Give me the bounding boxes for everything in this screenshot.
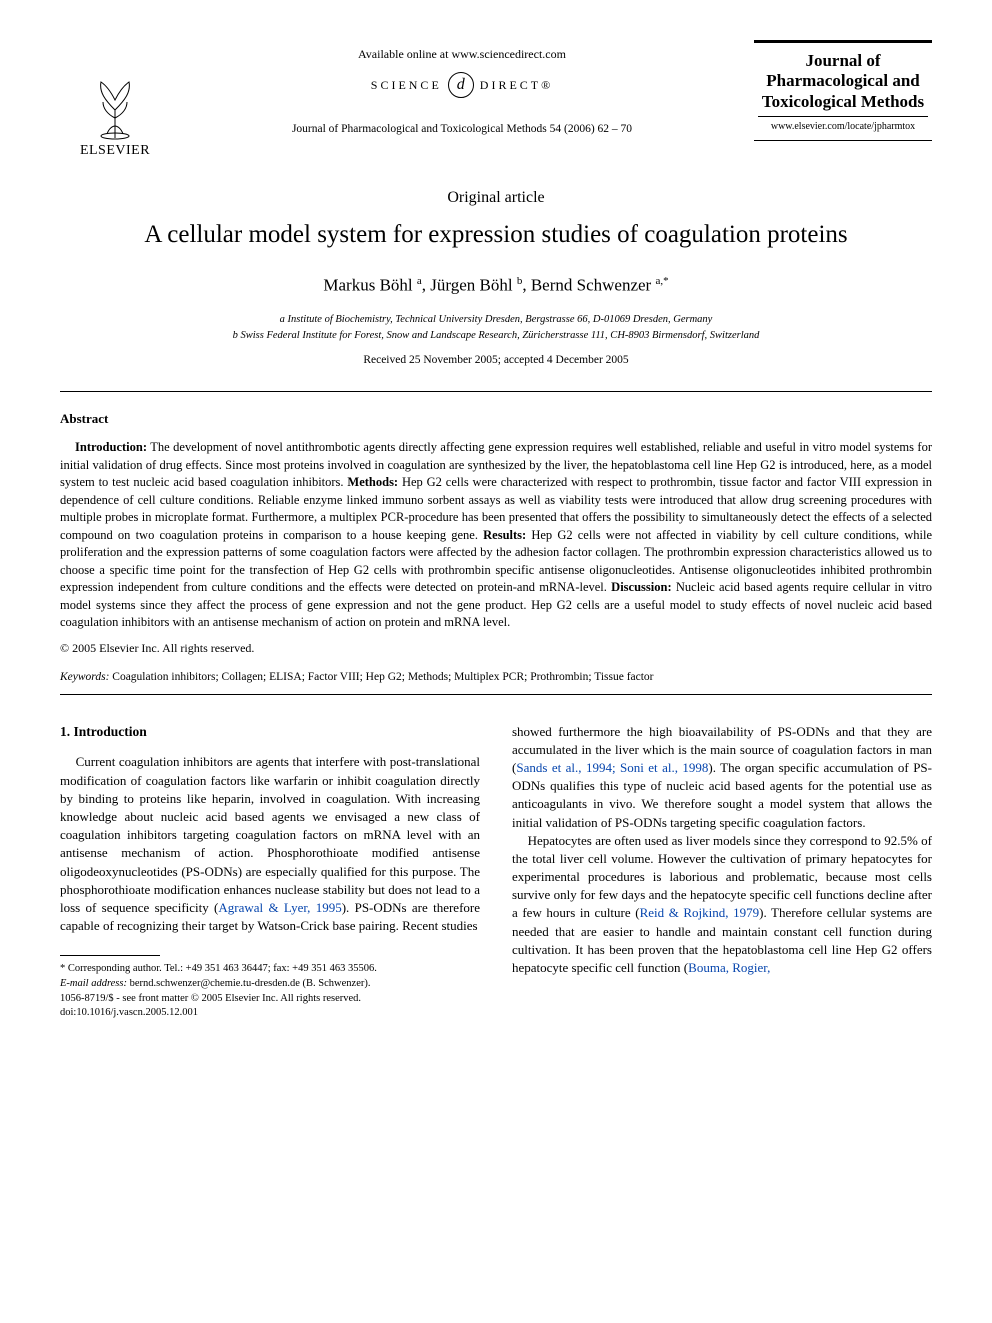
email-label: E-mail address: bbox=[60, 978, 127, 989]
body-columns: 1. Introduction Current coagulation inhi… bbox=[60, 723, 932, 992]
article-dates: Received 25 November 2005; accepted 4 De… bbox=[60, 353, 932, 369]
footnote-rule bbox=[60, 955, 160, 956]
col1-para-1: Current coagulation inhibitors are agent… bbox=[60, 753, 480, 935]
corresponding-author-footnote: * Corresponding author. Tel.: +49 351 46… bbox=[60, 962, 480, 991]
publisher-block: ELSEVIER bbox=[60, 70, 170, 161]
journal-reference: Journal of Pharmacological and Toxicolog… bbox=[170, 122, 754, 138]
citation-agrawal-lyer-1995[interactable]: Agrawal & Lyer, 1995 bbox=[218, 900, 341, 915]
sd-right: DIRECT® bbox=[480, 77, 553, 93]
corr-author-line: * Corresponding author. Tel.: +49 351 46… bbox=[60, 962, 480, 977]
column-left: 1. Introduction Current coagulation inhi… bbox=[60, 723, 480, 992]
email-value: bernd.schwenzer@chemie.tu-dresden.de (B.… bbox=[127, 978, 370, 989]
science-direct-logo: SCIENCE d DIRECT® bbox=[170, 72, 754, 98]
sd-d-icon: d bbox=[448, 72, 474, 98]
abstract-intro-label: Introduction: bbox=[75, 440, 147, 454]
abstract-body: Introduction: The development of novel a… bbox=[60, 439, 932, 632]
divider-bottom bbox=[60, 694, 932, 695]
col1-p1-a: Current coagulation inhibitors are agent… bbox=[60, 754, 480, 915]
footer-doi: doi:10.1016/j.vascn.2005.12.001 bbox=[60, 1006, 496, 1020]
available-online-text: Available online at www.sciencedirect.co… bbox=[170, 46, 754, 62]
affiliation-a: a Institute of Biochemistry, Technical U… bbox=[60, 312, 932, 328]
abstract-discussion-label: Discussion: bbox=[611, 580, 671, 594]
col2-para-2: Hepatocytes are often used as liver mode… bbox=[512, 832, 932, 978]
keywords-label: Keywords: bbox=[60, 671, 109, 683]
column-right: showed furthermore the high bioavailabil… bbox=[512, 723, 932, 992]
sd-left: SCIENCE bbox=[371, 77, 442, 93]
keywords-text: Coagulation inhibitors; Collagen; ELISA;… bbox=[109, 671, 653, 683]
elsevier-tree-icon bbox=[85, 70, 145, 140]
footer-issn: 1056-8719/$ - see front matter © 2005 El… bbox=[60, 992, 496, 1006]
abstract-results-label: Results: bbox=[483, 528, 526, 542]
authors: Markus Böhl a, Jürgen Böhl b, Bernd Schw… bbox=[60, 274, 932, 298]
publisher-name: ELSEVIER bbox=[80, 142, 150, 161]
article-type: Original article bbox=[60, 187, 932, 209]
center-header: Available online at www.sciencedirect.co… bbox=[170, 40, 754, 138]
citation-reid-rojkind-1979[interactable]: Reid & Rojkind, 1979 bbox=[640, 905, 760, 920]
affiliations: a Institute of Biochemistry, Technical U… bbox=[60, 312, 932, 344]
col2-para-1: showed furthermore the high bioavailabil… bbox=[512, 723, 932, 832]
page-footer: 1056-8719/$ - see front matter © 2005 El… bbox=[60, 992, 932, 1020]
abstract-copyright: © 2005 Elsevier Inc. All rights reserved… bbox=[60, 640, 932, 656]
article-title: A cellular model system for expression s… bbox=[60, 218, 932, 252]
email-line: E-mail address: bernd.schwenzer@chemie.t… bbox=[60, 977, 480, 992]
affiliation-b: b Swiss Federal Institute for Forest, Sn… bbox=[60, 328, 932, 344]
citation-bouma-rogier[interactable]: Bouma, Rogier, bbox=[688, 960, 770, 975]
divider-top bbox=[60, 391, 932, 392]
journal-title-box: Journal of Pharmacological and Toxicolog… bbox=[754, 40, 932, 141]
citation-sands-soni[interactable]: Sands et al., 1994; Soni et al., 1998 bbox=[516, 760, 708, 775]
abstract-methods-label: Methods: bbox=[347, 475, 398, 489]
abstract-heading: Abstract bbox=[60, 410, 932, 428]
page-header: ELSEVIER Available online at www.science… bbox=[60, 40, 932, 161]
journal-url: www.elsevier.com/locate/jpharmtox bbox=[758, 116, 928, 134]
journal-title: Journal of Pharmacological and Toxicolog… bbox=[758, 51, 928, 112]
section-1-heading: 1. Introduction bbox=[60, 723, 480, 742]
keywords-line: Keywords: Coagulation inhibitors; Collag… bbox=[60, 670, 932, 686]
